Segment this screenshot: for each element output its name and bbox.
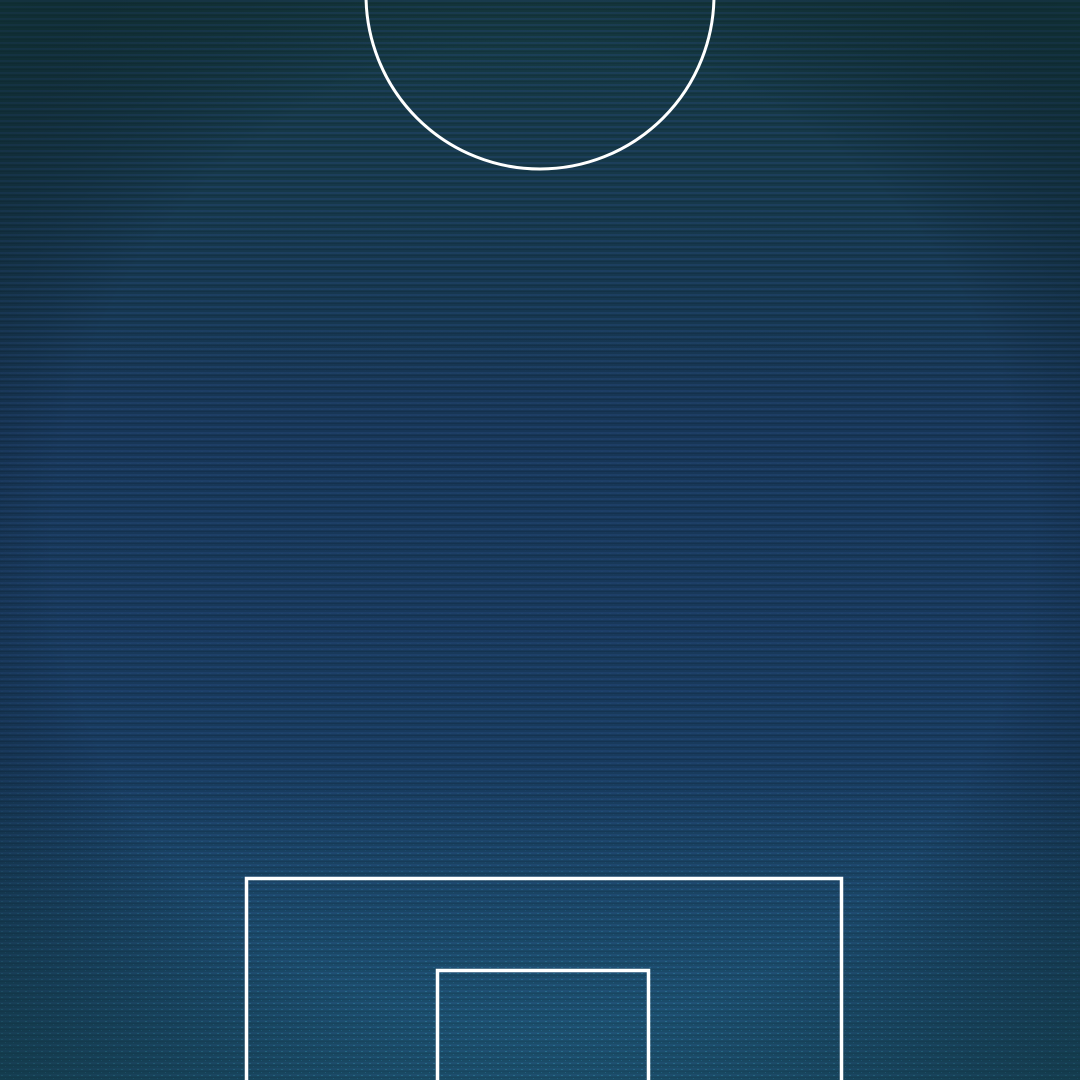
goal-area [435,968,651,1080]
penalty-area [244,876,844,1080]
center-circle [364,0,716,171]
